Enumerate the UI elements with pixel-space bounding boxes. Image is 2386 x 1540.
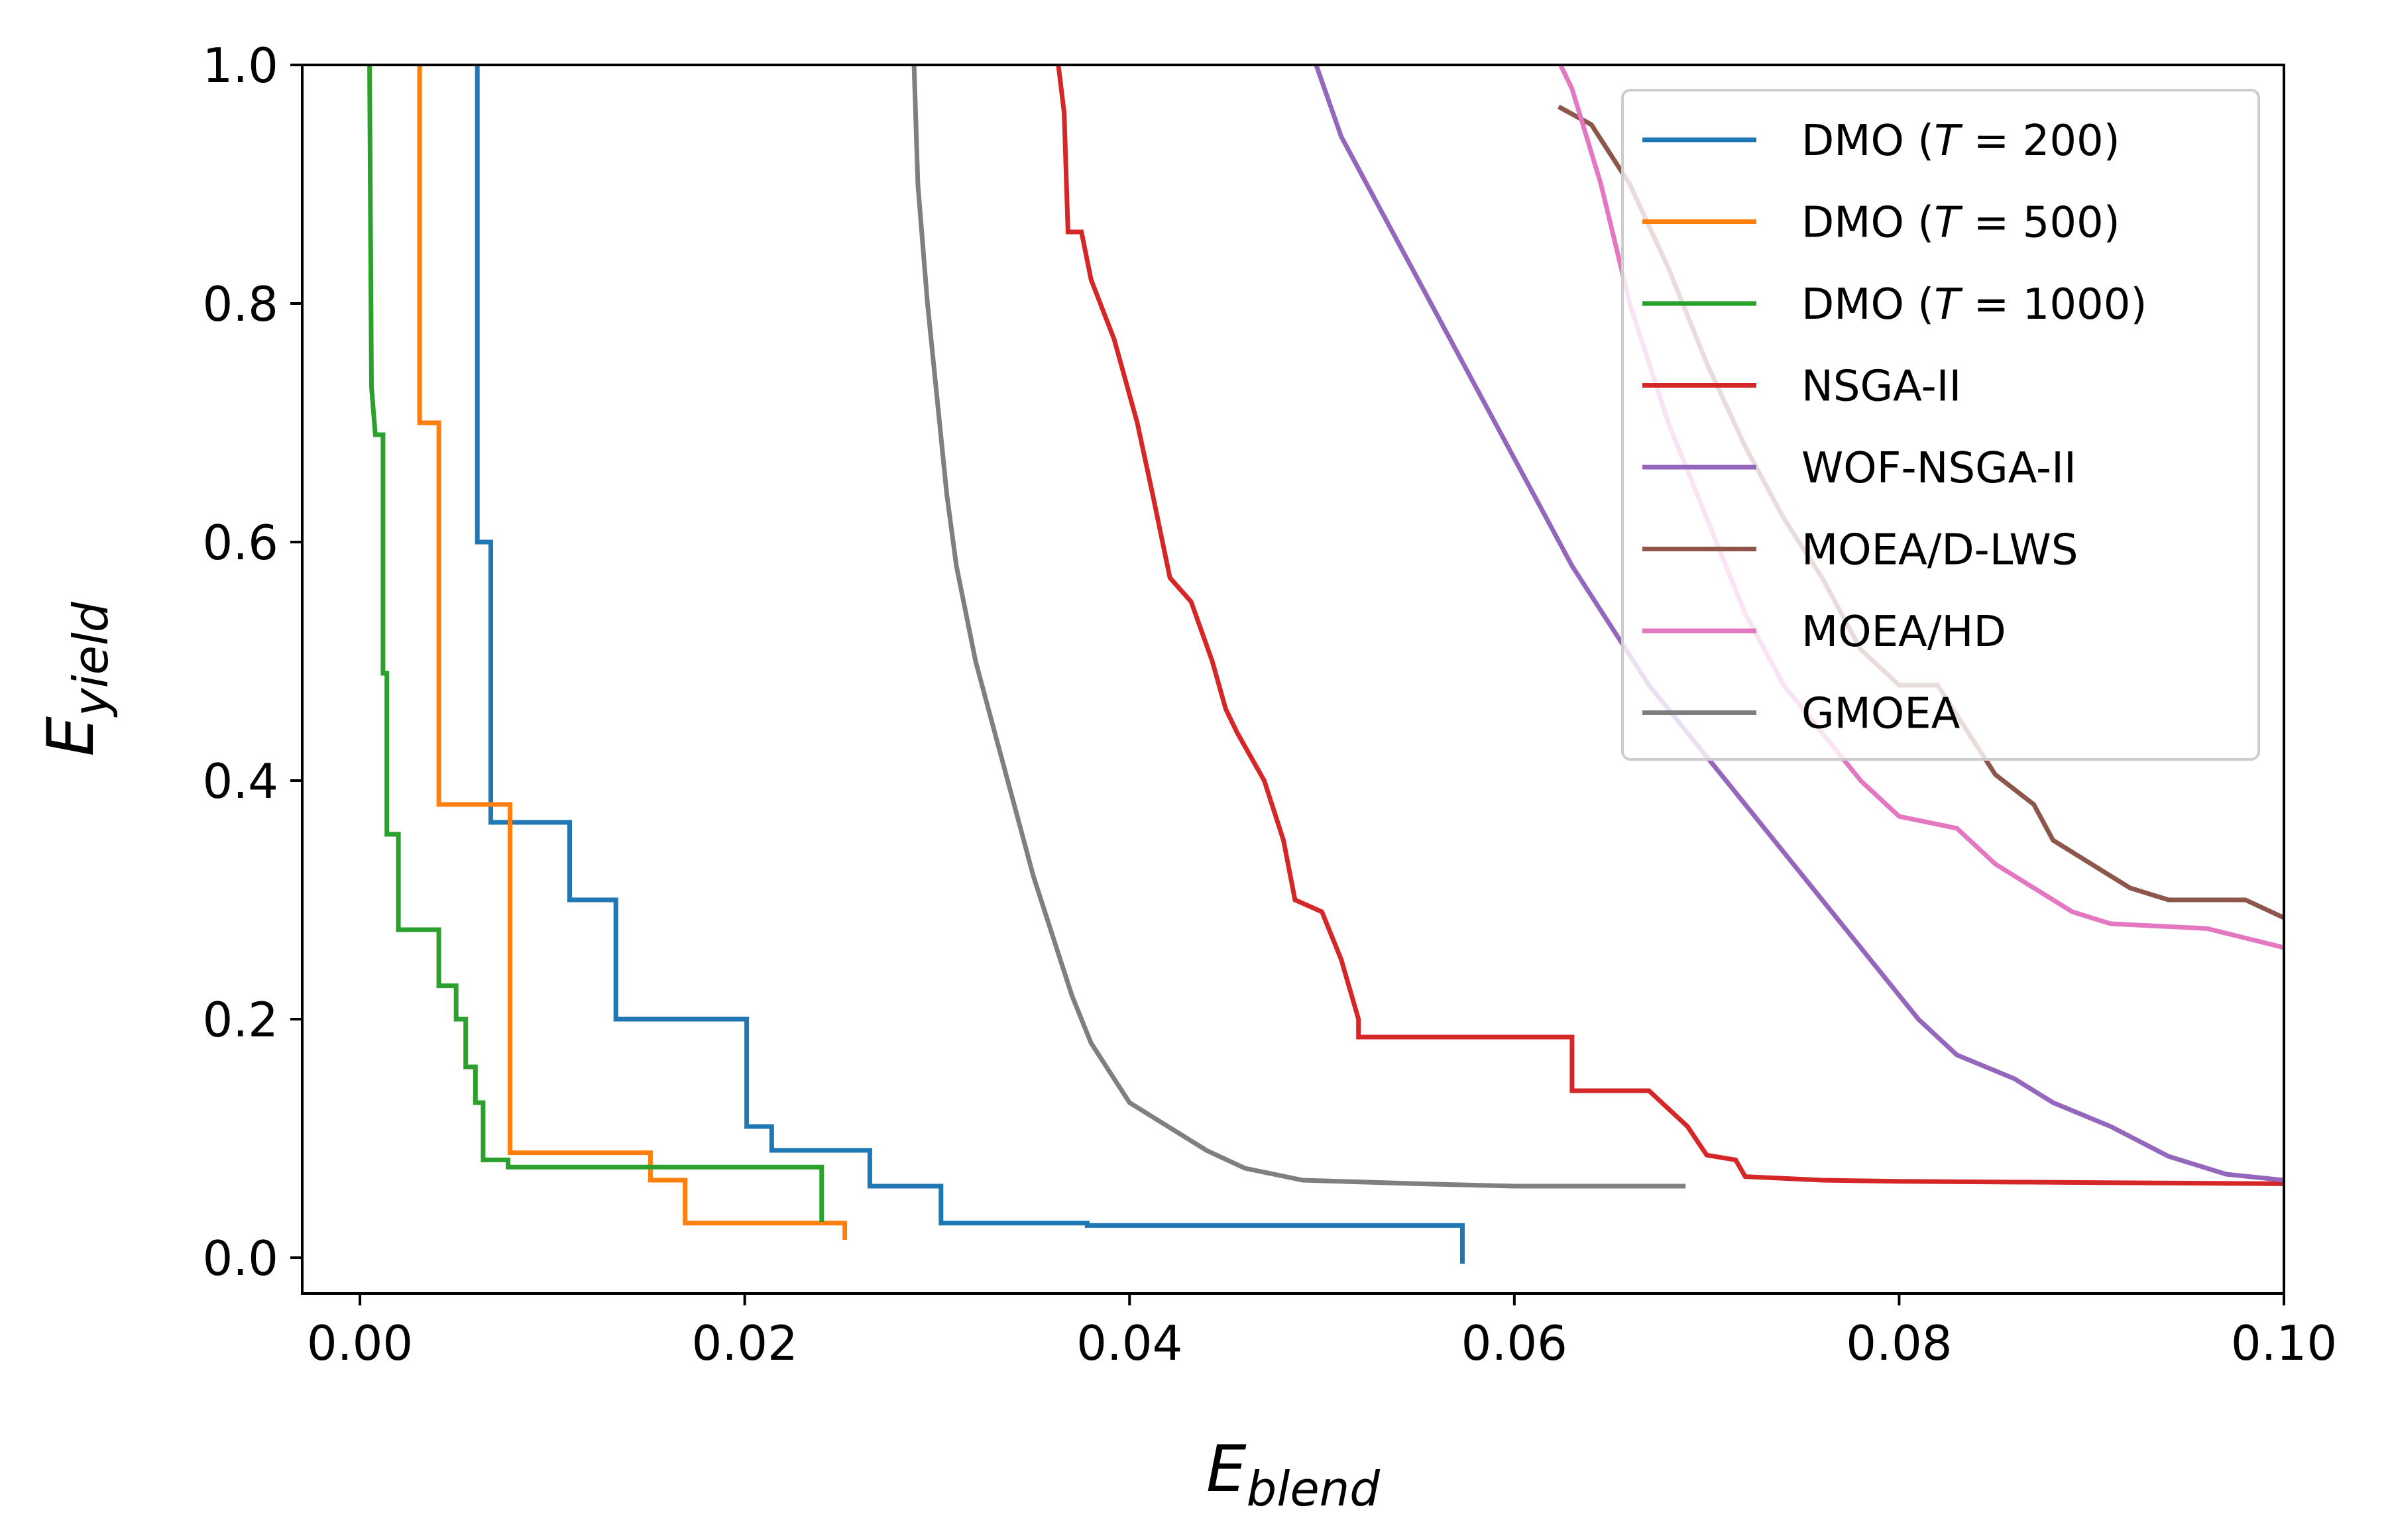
- y-tick-label: 0.6: [202, 515, 278, 571]
- tick-labels: 0.00 0.02 0.04 0.06 0.08 0.10 0.0 0.2 0.4 0.6 0.8 1…: [202, 38, 2337, 1371]
- x-tick-label: 0.00: [307, 1315, 413, 1371]
- x-tick-label: 0.08: [1846, 1315, 1952, 1371]
- legend-label-gmoea: GMOEA: [1801, 690, 1960, 739]
- series-line-dmo-t-200: [475, 65, 1465, 1264]
- y-tick-label: 0.4: [202, 753, 278, 809]
- legend-box: [1621, 89, 2260, 761]
- series-line-wof-nsga-ii: [1314, 65, 2284, 1183]
- y-axis-label: Eyield: [34, 601, 119, 757]
- legend-label-moea-d-lws: MOEA/D-LWS: [1801, 526, 2078, 575]
- x-tick-label: 0.10: [2231, 1315, 2337, 1371]
- series-line-nsga-ii: [1056, 65, 2284, 1186]
- x-tick-label: 0.06: [1461, 1315, 1567, 1371]
- tick-marks: [290, 64, 2285, 1305]
- series-line-dmo-t-500: [417, 65, 848, 1240]
- y-tick-label: 0.8: [202, 276, 278, 332]
- y-tick-label: 0.0: [202, 1231, 278, 1286]
- legend: DMO (T = 200) DMO (T = 500) DMO (T = 1000)…: [1621, 89, 2260, 761]
- legend-label-dmo-t-1000: DMO (T = 1000): [1801, 280, 2147, 329]
- y-tick-label: 0.2: [202, 992, 278, 1048]
- x-axis-label-subscript: blend: [1247, 1461, 1381, 1517]
- legend-label-dmo-t-200: DMO (T = 200): [1801, 117, 2120, 166]
- x-axis-label: Eblend: [1206, 1432, 1381, 1517]
- series-line-gmoea: [911, 65, 1686, 1189]
- y-axis-label-subscript: yield: [63, 601, 119, 718]
- y-tick-label: 1.0: [202, 38, 278, 93]
- plot-frame: [301, 64, 2285, 1295]
- legend-label-dmo-t-500: DMO (T = 500): [1801, 199, 2120, 248]
- x-tick-label: 0.02: [692, 1315, 798, 1371]
- legend-label-moea-hd: MOEA/HD: [1801, 608, 2006, 657]
- legend-label-wof-nsga-ii: WOF-NSGA-II: [1801, 444, 2076, 493]
- x-tick-label: 0.04: [1076, 1315, 1182, 1371]
- series-line-dmo-t-1000: [367, 65, 824, 1222]
- legend-label-nsga-ii: NSGA-II: [1801, 362, 1961, 412]
